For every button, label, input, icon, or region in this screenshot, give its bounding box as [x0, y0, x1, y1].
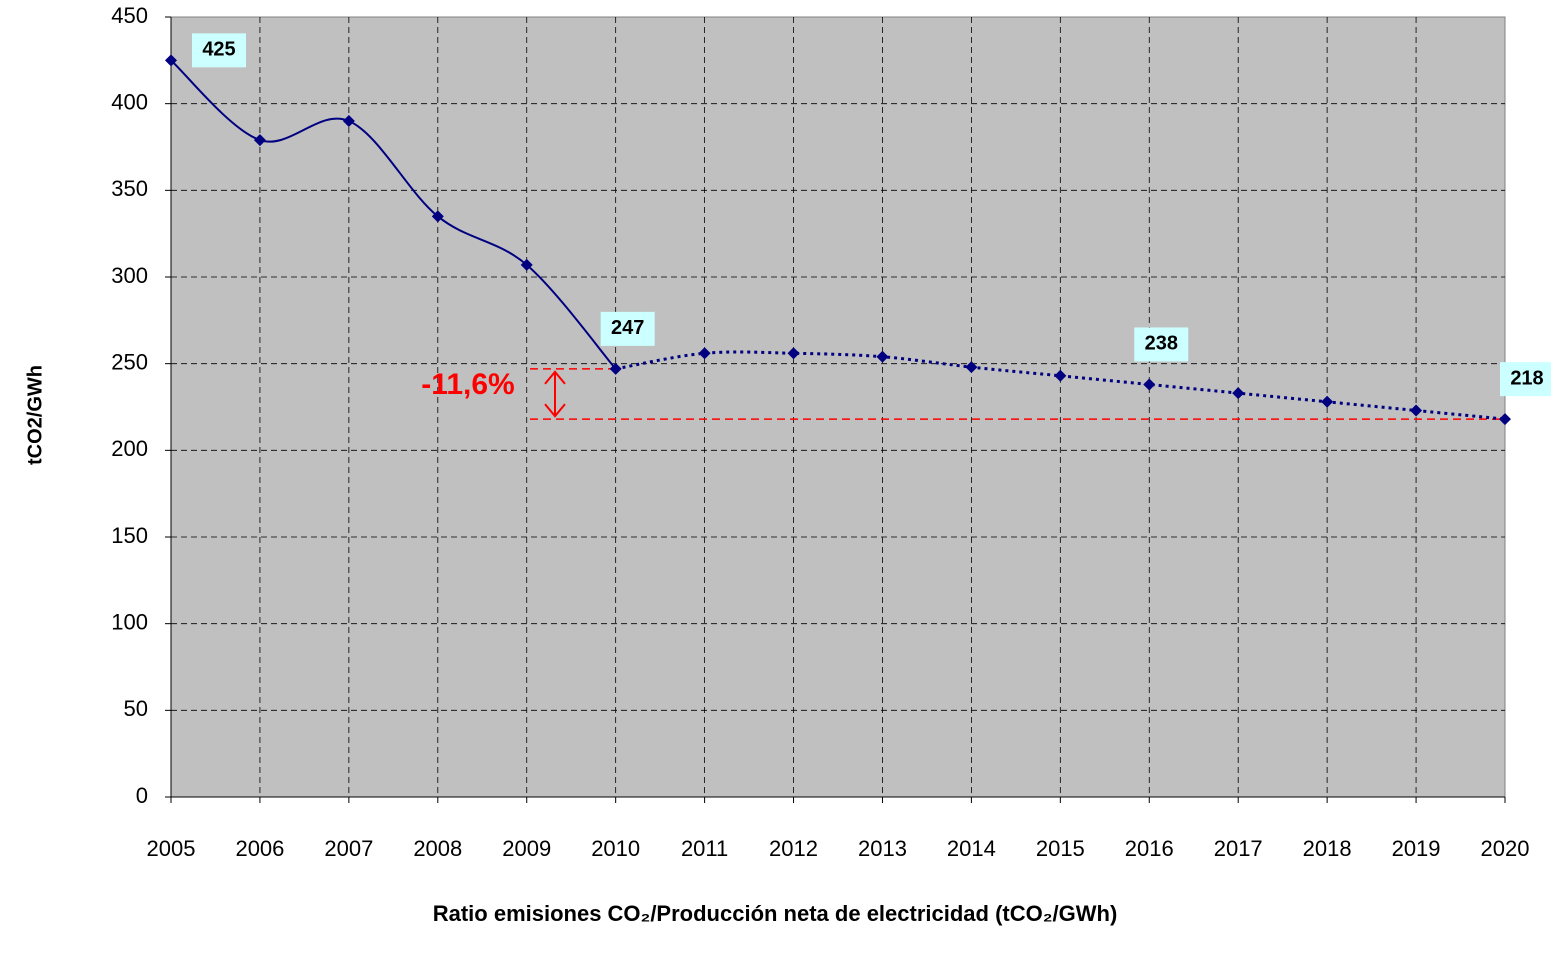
marker [1143, 378, 1156, 391]
data-label-box [192, 33, 246, 68]
data-label-box [1134, 327, 1189, 362]
marker [609, 362, 622, 375]
data-label: 218 [1510, 367, 1543, 389]
x-tick-label: 2017 [1214, 836, 1263, 861]
data-label-box [600, 311, 655, 346]
marker [431, 210, 444, 223]
x-axis-title: Ratio emisiones CO₂/Producción neta de e… [433, 901, 1118, 926]
y-tick-label: 100 [111, 609, 148, 634]
y-tick-label: 300 [111, 263, 148, 288]
data-label-box [1500, 362, 1551, 397]
marker [698, 347, 711, 360]
x-tick-label: 2008 [413, 836, 462, 861]
x-tick-label: 2007 [324, 836, 373, 861]
x-tick-label: 2013 [858, 836, 907, 861]
marker [787, 347, 800, 360]
y-tick-label: 0 [136, 783, 148, 808]
marker [1410, 404, 1423, 417]
x-tick-label: 2006 [235, 836, 284, 861]
plot-area [170, 16, 1506, 798]
y-tick-label: 50 [124, 696, 148, 721]
x-tick-label: 2018 [1303, 836, 1352, 861]
series-line [170, 59, 617, 370]
x-tick-label: 2020 [1481, 836, 1530, 861]
y-tick-label: 150 [111, 523, 148, 548]
x-tick-label: 2019 [1392, 836, 1441, 861]
y-tick-label: 450 [111, 3, 148, 28]
marker [342, 115, 355, 127]
y-tick-label: 200 [111, 436, 148, 461]
data-label: 247 [611, 317, 644, 339]
marker [965, 361, 978, 374]
x-tick-label: 2010 [591, 836, 640, 861]
x-tick-label: 2015 [1036, 836, 1085, 861]
x-tick-label: 2011 [681, 836, 728, 861]
x-tick-label: 2005 [147, 836, 196, 861]
marker [876, 350, 889, 363]
data-label: 238 [1145, 333, 1178, 355]
x-tick-label: 2014 [947, 836, 996, 861]
y-tick-label: 250 [111, 349, 148, 374]
y-tick-label: 400 [111, 89, 148, 114]
marker [520, 258, 533, 271]
marker [1054, 369, 1067, 382]
annotation-arrow [544, 370, 566, 418]
series-line [615, 350, 1506, 421]
x-tick-label: 2016 [1125, 836, 1174, 861]
marker [1321, 395, 1334, 408]
marker [1232, 387, 1245, 400]
y-axis-title: tCO2/GWh [24, 365, 46, 465]
x-tick-label: 2009 [502, 836, 551, 861]
annotation-text: -11,6% [421, 368, 514, 401]
y-tick-label: 350 [111, 176, 148, 201]
x-tick-label: 2012 [769, 836, 818, 861]
marker [1499, 413, 1511, 426]
marker [253, 134, 266, 147]
marker [165, 54, 177, 67]
data-label: 425 [202, 39, 235, 61]
